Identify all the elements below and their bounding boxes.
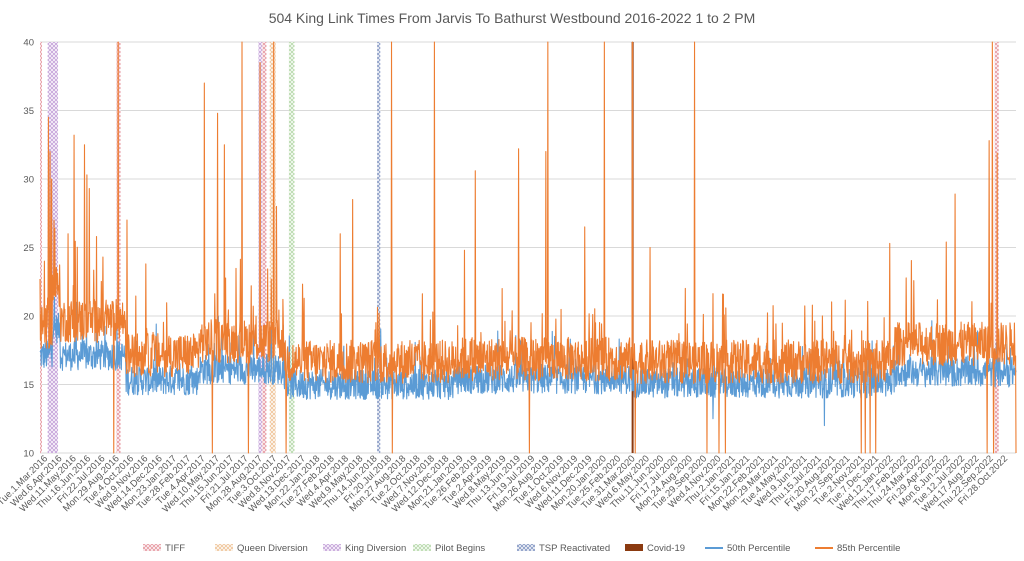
series-lines (39, 41, 1017, 454)
event-band-tsp-reactivated (377, 42, 381, 453)
event-band-queen-diversion (269, 42, 276, 453)
legend-label-tiff: TIFF (165, 543, 185, 554)
y-tick-label: 40 (23, 38, 34, 49)
event-band-tiff (262, 42, 267, 453)
legend-label-covid-19: Covid-19 (647, 543, 685, 554)
legend-label-50th-percentile: 50th Percentile (727, 543, 790, 554)
legend-swatch-queen-diversion (215, 544, 233, 551)
legend-swatch-covid-19 (625, 544, 643, 551)
legend-label-pilot-begins: Pilot Begins (435, 543, 485, 554)
y-axis-tick-labels: 10 15 20 25 30 35 40 (23, 38, 34, 460)
legend-swatch-tsp-reactivated (517, 544, 535, 551)
y-tick-label: 35 (23, 106, 34, 117)
y-tick-label: 10 (23, 449, 34, 460)
event-band-king-diversion (47, 42, 59, 453)
legend-label-king-diversion: King Diversion (345, 543, 406, 554)
legend: TIFF Queen Diversion King Diversion Pilot B… (143, 543, 900, 554)
x-axis-tick-labels: Tue.1.Mar.2016Wed.6.Apr.2016Wed.11.May.2… (0, 453, 1010, 515)
legend-label-85th-percentile: 85th Percentile (837, 543, 900, 554)
legend-label-queen-diversion: Queen Diversion (237, 543, 308, 554)
legend-label-tsp-reactivated: TSP Reactivated (539, 543, 610, 554)
event-band-tiff (40, 42, 42, 453)
legend-swatch-tiff (143, 544, 161, 551)
legend-swatch-pilot-begins (413, 544, 431, 551)
event-band-pilot-begins (288, 42, 295, 453)
y-tick-label: 25 (23, 243, 34, 254)
chart-title: 504 King Link Times From Jarvis To Bathu… (269, 10, 756, 26)
gridlines (40, 41, 1016, 454)
y-tick-label: 20 (23, 312, 34, 323)
series-line-85th-percentile (39, 41, 1017, 454)
y-tick-label: 15 (23, 380, 34, 391)
y-tick-label: 30 (23, 175, 34, 186)
legend-swatch-king-diversion (323, 544, 341, 551)
